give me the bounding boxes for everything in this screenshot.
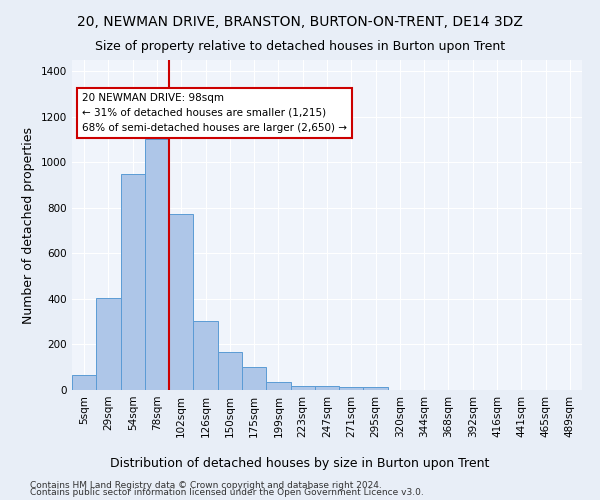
Bar [72,375,96,390]
Bar [218,352,242,390]
Text: 20 NEWMAN DRIVE: 98sqm
← 31% of detached houses are smaller (1,215)
68% of semi-: 20 NEWMAN DRIVE: 98sqm ← 31% of detached… [82,93,347,132]
Bar [121,174,145,390]
Bar [242,367,266,390]
Text: Contains public sector information licensed under the Open Government Licence v3: Contains public sector information licen… [30,488,424,497]
Bar [193,320,218,390]
Bar [145,138,169,390]
Bar [339,388,364,390]
Bar [315,386,339,390]
Bar [364,388,388,390]
Text: Distribution of detached houses by size in Burton upon Trent: Distribution of detached houses by size … [110,457,490,470]
Text: Contains HM Land Registry data © Crown copyright and database right 2024.: Contains HM Land Registry data © Crown c… [30,480,382,490]
Y-axis label: Number of detached properties: Number of detached properties [22,126,35,324]
Bar [290,386,315,390]
Bar [169,214,193,390]
Bar [96,298,121,390]
Text: Size of property relative to detached houses in Burton upon Trent: Size of property relative to detached ho… [95,40,505,53]
Text: 20, NEWMAN DRIVE, BRANSTON, BURTON-ON-TRENT, DE14 3DZ: 20, NEWMAN DRIVE, BRANSTON, BURTON-ON-TR… [77,15,523,29]
Bar [266,382,290,390]
